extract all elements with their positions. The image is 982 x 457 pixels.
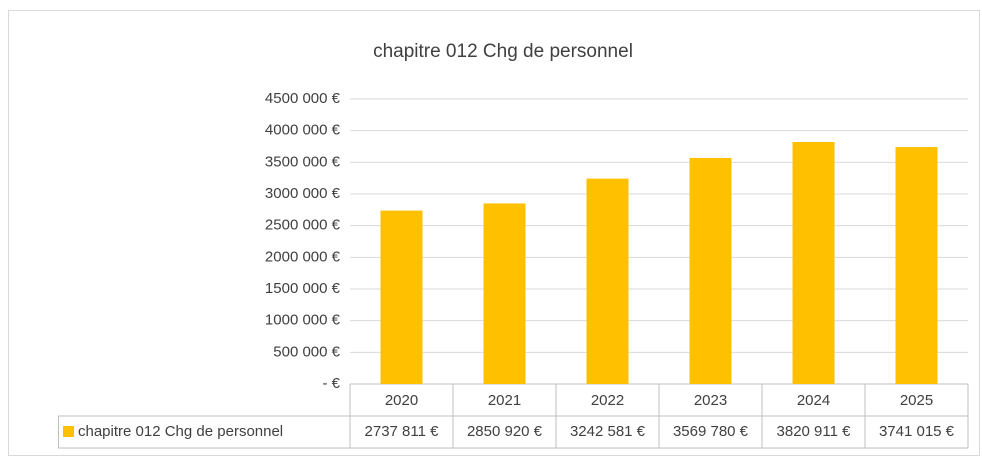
y-tick-label: 2000 000 €	[265, 248, 341, 265]
data-table-value: 3242 581 €	[570, 423, 646, 440]
data-table-value: 3741 015 €	[879, 423, 955, 440]
legend-key	[63, 426, 74, 437]
bar	[586, 178, 629, 384]
y-tick-label: 3500 000 €	[265, 153, 341, 170]
x-tick-label: 2022	[591, 392, 624, 409]
x-tick-label: 2024	[797, 392, 830, 409]
bar	[895, 147, 938, 384]
y-tick-label: 500 000 €	[273, 343, 340, 360]
chart-title: chapitre 012 Chg de personnel	[373, 41, 633, 62]
y-tick-label: - €	[322, 375, 340, 392]
bar	[483, 203, 526, 384]
x-tick-label: 2023	[694, 392, 727, 409]
y-tick-label: 1500 000 €	[265, 280, 341, 297]
data-table-value: 2850 920 €	[467, 423, 543, 440]
y-tick-label: 2500 000 €	[265, 217, 341, 234]
bar	[380, 210, 423, 384]
y-tick-label: 4500 000 €	[265, 90, 341, 107]
legend-label: chapitre 012 Chg de personnel	[78, 423, 283, 440]
bar	[792, 142, 835, 384]
x-tick-label: 2021	[488, 392, 521, 409]
y-tick-label: 4000 000 €	[265, 122, 341, 139]
bar	[689, 157, 732, 384]
x-tick-label: 2025	[900, 392, 933, 409]
y-tick-label: 1000 000 €	[265, 312, 341, 329]
y-tick-label: 3000 000 €	[265, 185, 341, 202]
data-table-value: 3820 911 €	[777, 423, 852, 440]
data-table-value: 2737 811 €	[365, 423, 440, 440]
data-table-value: 3569 780 €	[673, 423, 749, 440]
x-tick-label: 2020	[385, 392, 418, 409]
